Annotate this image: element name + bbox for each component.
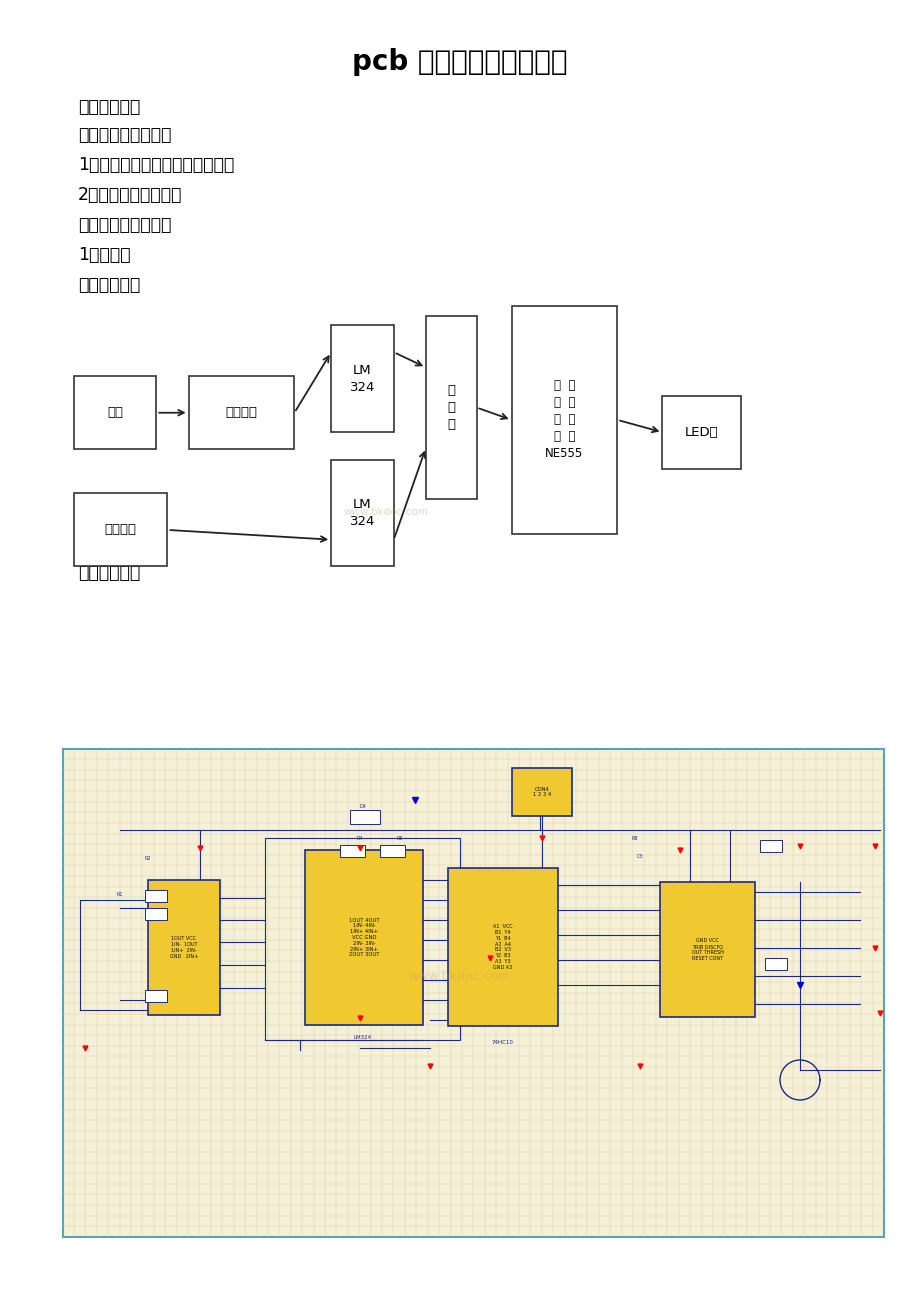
Text: 咪头: 咪头 [107, 406, 123, 419]
Text: www.bkdoc.com: www.bkdoc.com [344, 506, 428, 517]
Bar [759, 840, 781, 852]
Text: 触  发
开  关
以  及
延  时
NE555: 触 发 开 关 以 及 延 时 NE555 [545, 379, 583, 461]
Bar [511, 306, 617, 534]
Bar [148, 880, 220, 1016]
Text: 74HC10: 74HC10 [492, 1040, 514, 1046]
Text: 一、设计任务与要求: 一、设计任务与要求 [78, 126, 171, 145]
Bar [74, 376, 156, 449]
Text: www.bkdoc.com: www.bkdoc.com [408, 970, 511, 983]
Text: 与
非
门: 与 非 门 [447, 384, 455, 431]
Text: D4: D4 [359, 803, 366, 809]
Text: LM
324: LM 324 [349, 497, 375, 529]
Text: R4: R4 [357, 836, 363, 841]
Text: 运算放大: 运算放大 [225, 406, 257, 419]
Bar [349, 810, 380, 824]
Text: GND VCC
TRIB DISCFQ
OUT THRESH
RESET CONT: GND VCC TRIB DISCFQ OUT THRESH RESET CON… [691, 939, 722, 961]
Bar [62, 749, 883, 1237]
Text: pcb 课设声光控实验报告: pcb 课设声光控实验报告 [352, 48, 567, 77]
Text: 光控电路: 光控电路 [105, 523, 136, 536]
Bar [331, 460, 393, 566]
Bar [331, 326, 393, 432]
Text: 原理方框图：: 原理方框图： [78, 276, 141, 294]
Text: CON4
1 2 3 4: CON4 1 2 3 4 [532, 786, 550, 797]
Text: R2: R2 [144, 855, 151, 861]
Bar [659, 881, 754, 1017]
Bar [305, 850, 423, 1025]
Bar [188, 376, 294, 449]
Bar [448, 868, 558, 1026]
Text: A1  VCC
B1  Y4
Y1  B4
A2  A4
B2  V3
Y2  B3
A3  Y3
GND A3: A1 VCC B1 Y4 Y1 B4 A2 A4 B2 V3 Y2 B3 A3 … [493, 924, 512, 970]
Text: LM
324: LM 324 [349, 363, 375, 395]
Text: C3: C3 [636, 854, 642, 858]
Text: R5: R5 [396, 836, 403, 841]
Text: 1、夜晚声音控制亮灯，白天灭；: 1、夜晚声音控制亮灯，白天灭； [78, 156, 234, 174]
Bar [145, 891, 167, 902]
Text: LM324: LM324 [354, 1035, 371, 1040]
Text: 二、方案设计与论证: 二、方案设计与论证 [78, 216, 171, 234]
Bar [145, 990, 167, 1003]
Text: R8: R8 [631, 836, 638, 841]
Bar [380, 845, 404, 857]
Bar [512, 768, 572, 816]
Bar [425, 316, 476, 499]
Text: 电路原理图：: 电路原理图： [78, 564, 141, 582]
Text: R1: R1 [117, 892, 123, 897]
Bar [265, 838, 460, 1040]
Text: 2、晚上有声音时亮。: 2、晚上有声音时亮。 [78, 186, 182, 204]
Bar [74, 493, 167, 566]
Bar [662, 396, 740, 469]
Text: 声光控照明灯: 声光控照明灯 [78, 98, 141, 116]
Text: 1OUT 4OUT
1IN- 4IN-
1IN+ 4IN+
VCC GND
2IN- 3IN-
2IN+ 3IN+
2OUT 3OUT: 1OUT 4OUT 1IN- 4IN- 1IN+ 4IN+ VCC GND 2I… [348, 918, 379, 957]
Bar [765, 958, 786, 970]
Text: 1OUT VCC
1IN-  1OUT
1IN+  2IN-
GND   2IN+: 1OUT VCC 1IN- 1OUT 1IN+ 2IN- GND 2IN+ [170, 936, 198, 958]
Text: LED灯: LED灯 [684, 426, 718, 439]
Bar [145, 907, 167, 921]
Text: 1、方案一: 1、方案一 [78, 246, 130, 264]
Bar [340, 845, 365, 857]
